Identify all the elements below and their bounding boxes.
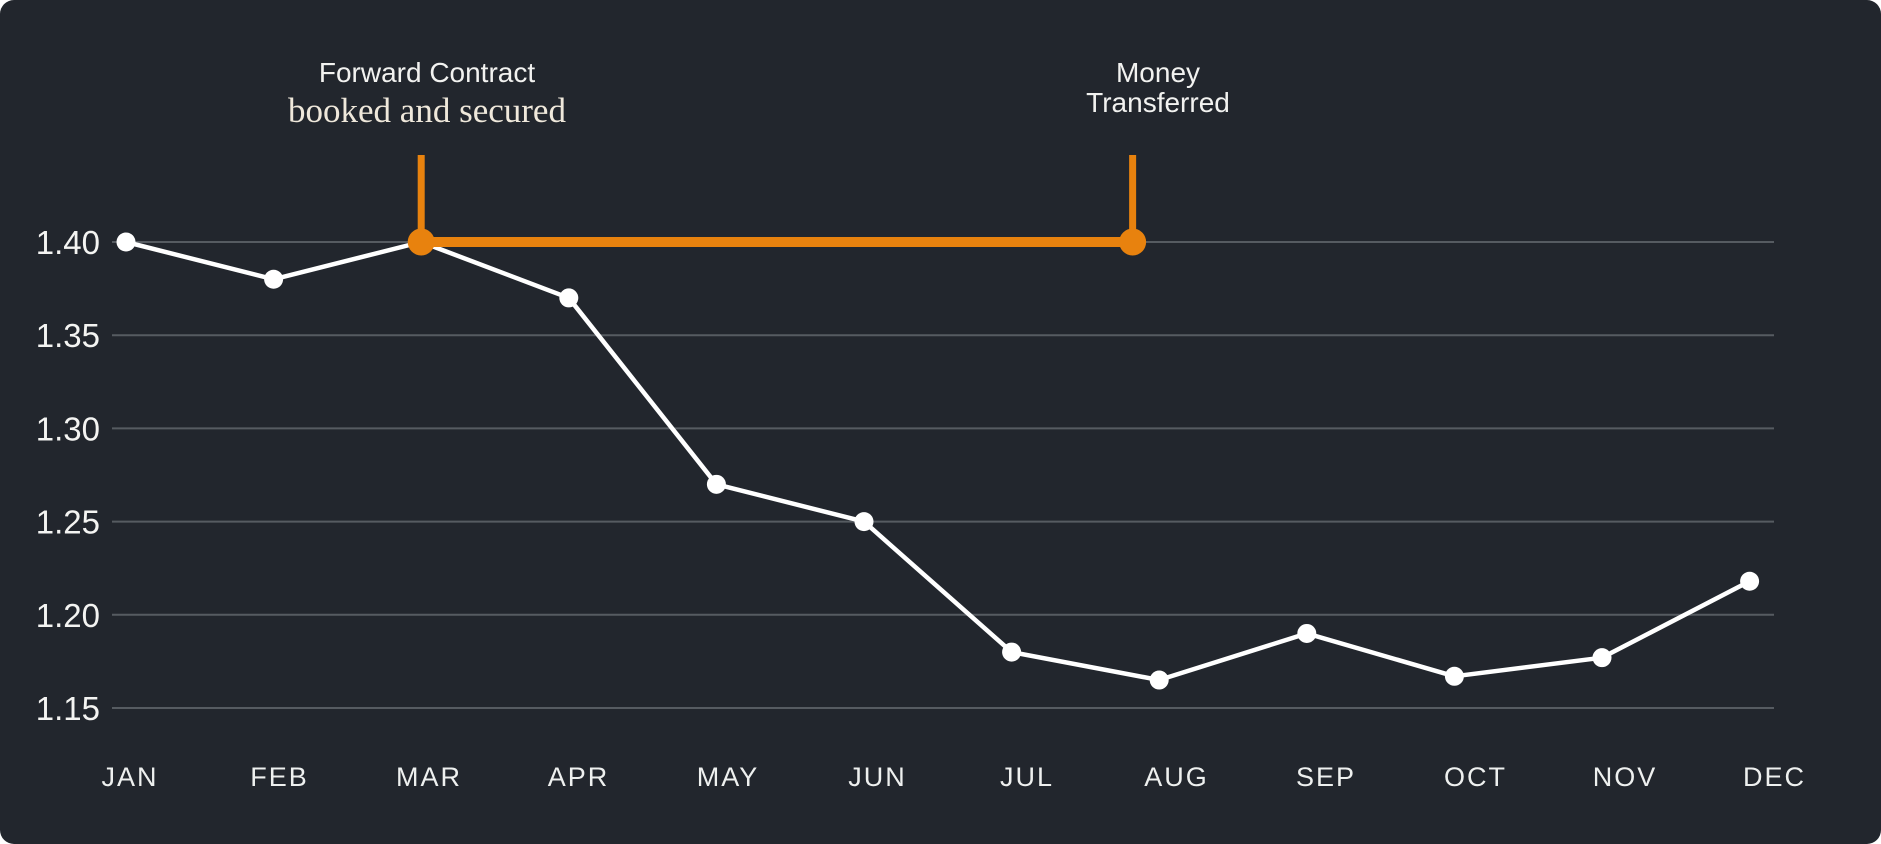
forward-contract-label-line2: booked and secured [288, 91, 566, 130]
data-point [1592, 648, 1612, 668]
span-start-point [407, 228, 435, 256]
money-transferred-label-line2: Transferred [1086, 87, 1230, 118]
month-label: DEC [1743, 762, 1806, 792]
y-tick-label: 1.20 [36, 597, 100, 634]
span-end-point [1119, 228, 1147, 256]
month-label: SEP [1296, 762, 1356, 792]
data-point [116, 232, 136, 252]
x-axis-month-labels: JAN FEB MAR APR MAY JUN JUL AUG SEP OCT NOV DEC [101, 762, 1806, 792]
month-label: JUN [848, 762, 907, 792]
annotation-labels: Forward Contract booked and secured Mone… [288, 57, 1230, 130]
month-label: NOV [1593, 762, 1658, 792]
month-label: JAN [101, 762, 158, 792]
data-point [1002, 642, 1022, 662]
forward-contract-span [407, 155, 1147, 256]
data-point [1297, 623, 1317, 643]
rate-line [123, 239, 1752, 683]
y-tick-label: 1.35 [36, 317, 100, 354]
data-point [1149, 670, 1169, 690]
y-tick-label: 1.40 [36, 224, 100, 261]
data-point [706, 474, 726, 494]
y-tick-label: 1.15 [36, 690, 100, 727]
data-point [1444, 666, 1464, 686]
month-label: JUL [1000, 762, 1054, 792]
data-point [854, 512, 874, 532]
gridlines-and-yticks: 1.40 1.35 1.30 1.25 1.20 1.15 [36, 224, 1774, 727]
month-label: OCT [1444, 762, 1507, 792]
y-tick-label: 1.25 [36, 504, 100, 541]
month-label: APR [548, 762, 610, 792]
month-label: AUG [1144, 762, 1209, 792]
rate-series [116, 232, 1760, 690]
forward-contract-label-line1: Forward Contract [319, 57, 536, 88]
data-point [1740, 571, 1760, 591]
data-point [264, 269, 284, 289]
data-point [559, 288, 579, 308]
y-tick-label: 1.30 [36, 410, 100, 447]
month-label: MAY [697, 762, 760, 792]
money-transferred-label-line1: Money [1116, 57, 1200, 88]
month-label: MAR [396, 762, 462, 792]
month-label: FEB [250, 762, 309, 792]
